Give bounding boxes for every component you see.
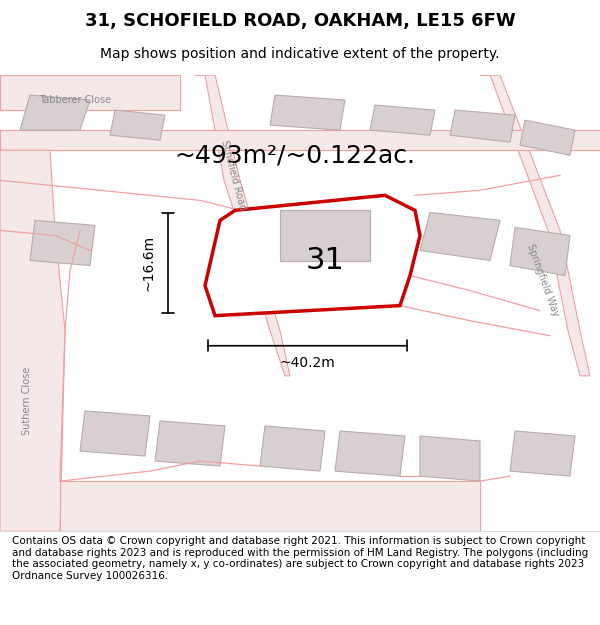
Text: ~493m²/~0.122ac.: ~493m²/~0.122ac. [175,143,415,168]
Polygon shape [450,110,515,142]
Polygon shape [110,110,165,140]
Text: Springfield Way: Springfield Way [525,243,561,318]
Polygon shape [510,228,570,276]
Polygon shape [270,95,345,130]
Text: Map shows position and indicative extent of the property.: Map shows position and indicative extent… [100,47,500,61]
Polygon shape [520,120,575,155]
Text: ~16.6m: ~16.6m [141,235,155,291]
Polygon shape [20,95,90,130]
Text: ~40.2m: ~40.2m [280,356,335,370]
Text: 31: 31 [305,246,344,275]
Polygon shape [260,426,325,471]
Polygon shape [335,431,405,476]
Text: 31, SCHOFIELD ROAD, OAKHAM, LE15 6FW: 31, SCHOFIELD ROAD, OAKHAM, LE15 6FW [85,12,515,30]
Polygon shape [420,436,480,481]
Polygon shape [480,75,590,376]
Polygon shape [30,221,95,266]
Polygon shape [195,75,290,376]
Text: Contains OS data © Crown copyright and database right 2021. This information is : Contains OS data © Crown copyright and d… [12,536,588,581]
Polygon shape [205,196,420,316]
Polygon shape [0,75,180,110]
Polygon shape [370,105,435,135]
Polygon shape [0,150,65,531]
Polygon shape [155,421,225,466]
Polygon shape [60,481,480,531]
Polygon shape [510,431,575,476]
Polygon shape [280,211,370,261]
Text: Suthern Close: Suthern Close [22,367,32,435]
Text: Schofield Road: Schofield Road [219,139,247,211]
Polygon shape [0,130,600,150]
Polygon shape [80,411,150,456]
Polygon shape [420,213,500,261]
Text: Tabberer Close: Tabberer Close [39,95,111,105]
